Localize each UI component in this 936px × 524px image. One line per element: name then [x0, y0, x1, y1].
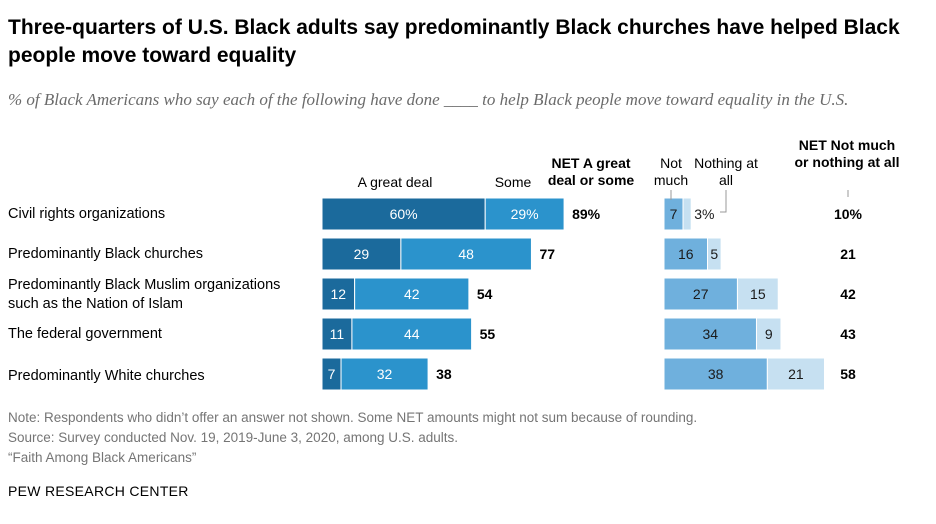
net-negative-label: 58 [840, 366, 856, 382]
bar-label-some: 29% [511, 206, 539, 222]
bar-some [400, 237, 532, 271]
chart-title: Three-quarters of U.S. Black adults say … [8, 16, 900, 67]
bar-great-deal [321, 237, 402, 271]
row-label-black-churches: Predominantly Black churches [8, 246, 204, 262]
bar-label-not-much: 7 [670, 206, 678, 222]
header-nothing: Nothing at all [694, 155, 758, 188]
net-negative-label: 42 [840, 286, 856, 302]
net-negative-label: 10% [834, 206, 863, 222]
bar-nothing [736, 277, 779, 311]
bar-some [354, 277, 470, 311]
report-title-line: “Faith Among Black Americans” [8, 450, 197, 465]
chart-subtitle: % of Black Americans who say each of the… [8, 90, 849, 109]
net-positive-label: 89% [572, 206, 601, 222]
bar-not-much [663, 317, 757, 351]
bar-label-great-deal: 11 [330, 326, 345, 342]
bar-label-not-much: 38 [708, 366, 724, 382]
bar-great-deal [321, 277, 356, 311]
header-net-great-some: NET A great deal or some [547, 155, 635, 188]
bar-label-some: 32 [377, 366, 393, 382]
row-label-white-churches: Predominantly White churches [8, 368, 205, 384]
bar-some [484, 197, 565, 231]
header-not-much: Not much [653, 155, 689, 188]
bar-label-some: 44 [404, 326, 420, 342]
notes: Note: Respondents who didn’t offer an an… [8, 408, 697, 468]
bar-label-great-deal: 12 [331, 286, 347, 302]
bar-great-deal [321, 317, 353, 351]
bar-label-nothing: 3% [694, 206, 714, 222]
bar-nothing [766, 357, 825, 391]
bar-nothing [682, 197, 692, 231]
bar-label-great-deal: 7 [328, 366, 336, 382]
header-net-not-nothing: NET Not much or nothing at all [794, 137, 900, 170]
net-negative-label: 21 [840, 246, 856, 262]
bar-label-not-much: 27 [693, 286, 709, 302]
bar-label-some: 48 [458, 246, 474, 262]
row-label-black-muslim-orgs: Predominantly Black Muslim organizations… [8, 277, 281, 312]
bar-nothing [707, 237, 722, 271]
leader-line-nothing [720, 190, 727, 213]
bar-nothing [755, 317, 782, 351]
header-great-deal: A great deal [357, 174, 433, 190]
row-label-civil-rights: Civil rights organizations [8, 206, 166, 222]
net-positive-label: 55 [480, 326, 496, 342]
note-line: Note: Respondents who didn’t offer an an… [8, 410, 698, 425]
header-some: Some [494, 174, 532, 190]
bar-label-nothing: 21 [788, 366, 804, 382]
bar-label-nothing: 15 [750, 286, 766, 302]
bar-some [351, 317, 473, 351]
pew-brand: PEW RESEARCH CENTER [8, 483, 189, 499]
net-positive-label: 77 [539, 246, 555, 262]
bar-label-nothing: 5 [710, 246, 718, 262]
bar-label-nothing: 9 [765, 326, 773, 342]
row-label-federal-government: The federal government [8, 326, 162, 342]
source-line: Source: Survey conducted Nov. 19, 2019-J… [8, 430, 459, 445]
bar-great-deal [321, 197, 486, 231]
bar-label-some: 42 [404, 286, 420, 302]
net-positive-label: 54 [477, 286, 493, 302]
net-negative-label: 43 [840, 326, 856, 342]
net-positive-label: 38 [436, 366, 452, 382]
bar-not-much [663, 237, 709, 271]
bar-some [340, 357, 429, 391]
bar-label-not-much: 16 [678, 246, 694, 262]
bar-label-great-deal: 29 [354, 246, 370, 262]
bar-label-great-deal: 60% [390, 206, 418, 222]
bar-label-not-much: 34 [702, 326, 718, 342]
